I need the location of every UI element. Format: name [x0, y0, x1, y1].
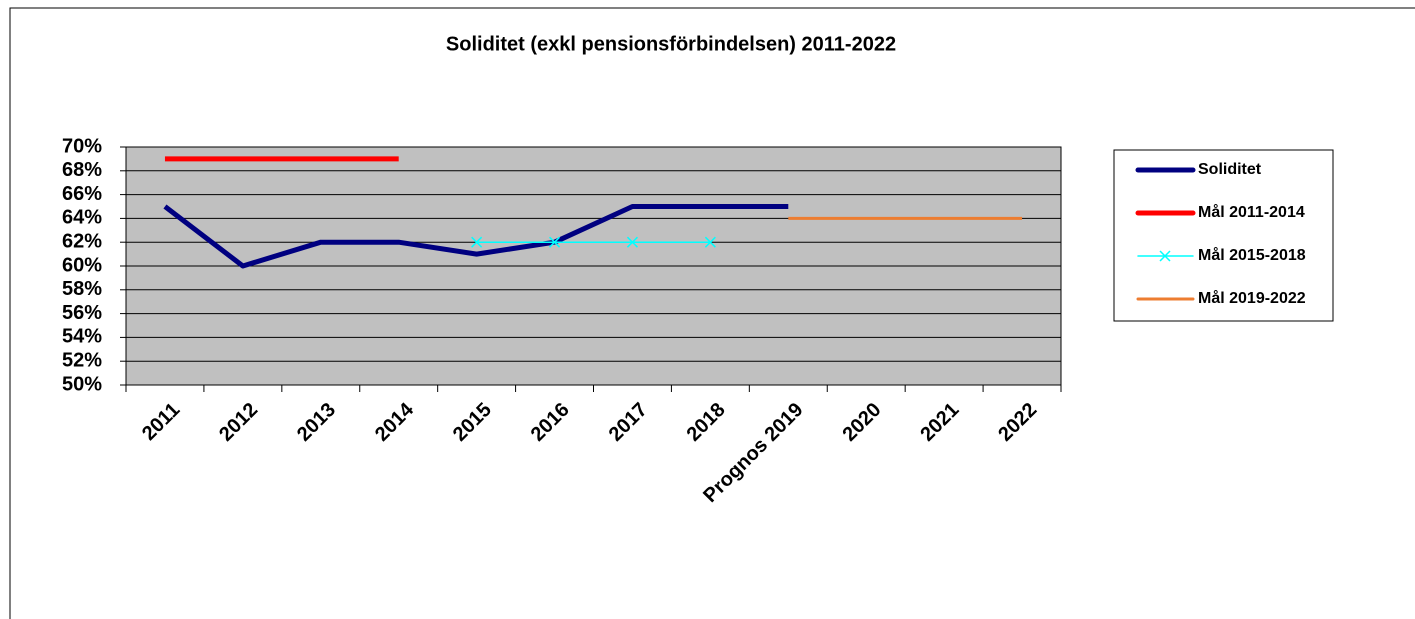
y-tick-label: 66% — [62, 183, 102, 205]
legend-box — [1113, 149, 1334, 322]
y-tick-label: 58% — [62, 278, 102, 300]
legend-label: Mål 2015-2018 — [1198, 246, 1306, 264]
y-tick-label: 60% — [62, 254, 102, 276]
y-tick-label: 56% — [62, 302, 102, 324]
legend-label: Mål 2019-2022 — [1198, 289, 1306, 307]
marker — [471, 236, 483, 248]
legend-label: Mål 2011-2014 — [1198, 203, 1305, 221]
y-tick-label: 52% — [62, 349, 102, 371]
y-tick-label: 50% — [62, 373, 102, 395]
marker — [626, 236, 638, 248]
marker — [549, 236, 561, 248]
chart-title: Soliditet (exkl pensionsförbindelsen) 20… — [446, 33, 896, 55]
series-line — [163, 204, 789, 269]
legend-marker — [1159, 250, 1171, 262]
y-tick-label: 70% — [62, 135, 102, 157]
y-tick-label: 62% — [62, 230, 102, 252]
y-tick-label: 54% — [62, 326, 102, 348]
y-tick-label: 68% — [62, 159, 102, 181]
y-tick-label: 64% — [62, 207, 102, 229]
marker — [704, 236, 716, 248]
legend-label: Soliditet — [1198, 161, 1262, 178]
